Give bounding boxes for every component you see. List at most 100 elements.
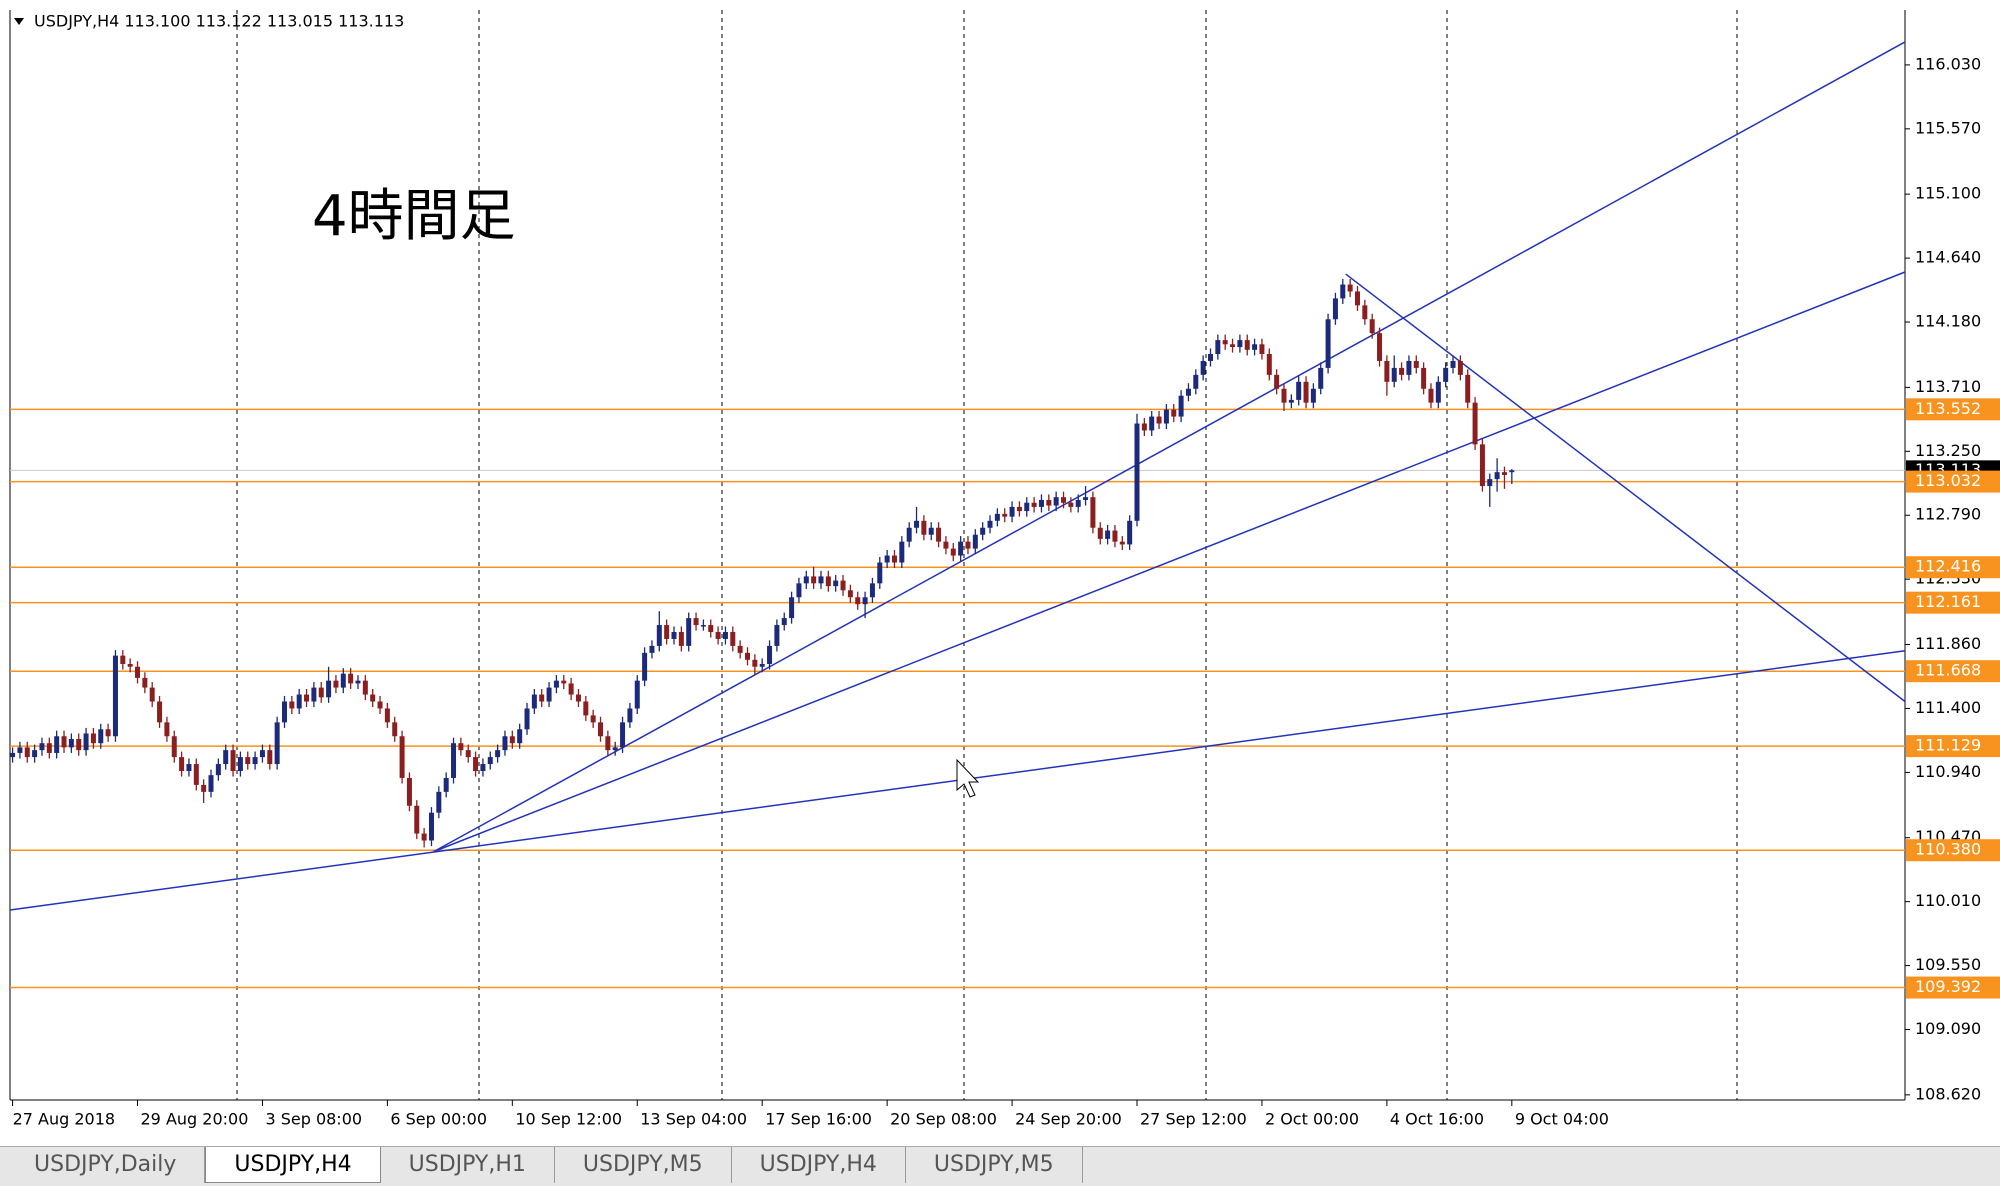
y-tick-label: 115.100 (1915, 184, 1981, 203)
candle-body (399, 736, 405, 778)
candle-body (17, 747, 23, 753)
candle-body (1465, 374, 1471, 403)
candle-body (553, 680, 559, 688)
candle-body (656, 625, 662, 646)
level-label: 113.552 (1915, 399, 1981, 418)
level-box (1906, 470, 2000, 493)
header: USDJPY,H4 113.100 113.122 113.015 113.11… (34, 12, 404, 31)
candle-body (326, 680, 332, 698)
x-tick-label: 20 Sep 08:00 (890, 1110, 997, 1129)
tab[interactable]: USDJPY,Daily (6, 1147, 206, 1183)
candle-body (333, 680, 339, 688)
candle-body (451, 743, 457, 778)
candle-body (1237, 340, 1243, 348)
candle-body (1457, 360, 1463, 375)
candle-body (149, 687, 155, 702)
candle-body (1024, 502, 1030, 512)
candle-body (179, 757, 185, 771)
level-box (1906, 976, 2000, 999)
candle-body (1406, 360, 1412, 375)
candle-body (259, 750, 265, 758)
candle-body (414, 805, 420, 834)
y-tick-label: 114.640 (1915, 248, 1981, 267)
candle-body (869, 583, 875, 598)
candle-body (296, 694, 302, 709)
candle-body (355, 680, 361, 684)
candle-body (1377, 333, 1383, 361)
tab[interactable]: USDJPY,H4 (205, 1147, 381, 1183)
y-tick-label: 111.400 (1915, 698, 1981, 717)
level-label: 112.416 (1915, 557, 1981, 576)
candle-body (473, 757, 479, 771)
candle-body (502, 736, 508, 751)
menu-arrow[interactable] (14, 18, 24, 25)
candle-body (120, 655, 126, 664)
candle-body (304, 694, 310, 702)
candle-body (539, 694, 545, 702)
candle-body (833, 580, 839, 587)
candle-body (1207, 354, 1213, 361)
candle-body (620, 722, 626, 748)
level-label: 110.380 (1915, 840, 1981, 859)
y-tick-label: 110.940 (1915, 762, 1981, 781)
candle-body (1296, 381, 1302, 400)
candle-body (1479, 444, 1485, 487)
candle-body (1318, 367, 1324, 389)
candle-body (1252, 344, 1258, 350)
candle-body (767, 645, 773, 664)
x-tick-label: 3 Sep 08:00 (265, 1110, 362, 1129)
candle-body (1222, 340, 1228, 345)
level-box (1906, 556, 2000, 579)
candle-body (215, 764, 221, 776)
level-label: 111.668 (1915, 661, 1981, 680)
candle-body (847, 590, 853, 598)
candle-body (252, 757, 258, 765)
candle-body (1090, 497, 1096, 528)
y-tick-label: 113.710 (1915, 377, 1981, 396)
candle-body (722, 632, 728, 639)
candle-body (862, 597, 868, 605)
candle-body (671, 632, 677, 639)
candle-body (311, 687, 317, 702)
candle-body (1450, 360, 1456, 368)
tab-bar: USDJPY,Daily USDJPY,H4 USDJPY,H1 USDJPY,M5 U… (0, 1146, 2000, 1186)
candle-body (436, 791, 442, 813)
candle-body (1083, 497, 1089, 500)
candle-body (531, 694, 537, 709)
candle-body (811, 576, 817, 584)
candle-body (914, 520, 920, 528)
candle-body (1421, 367, 1427, 389)
tab[interactable]: USDJPY,M5 (555, 1147, 732, 1183)
candle-body (281, 701, 287, 723)
annotation: 4時間足 (312, 184, 516, 249)
candle-body (1127, 520, 1133, 545)
candle-body (1266, 354, 1272, 375)
chart: USDJPY,H4 113.100 113.122 113.015 113.11… (9, 10, 2000, 1129)
candle-body (715, 632, 721, 639)
candle-body (186, 764, 192, 771)
candle-body (1274, 374, 1280, 389)
candle-body (928, 527, 934, 535)
x-tick-label: 9 Oct 04:00 (1515, 1110, 1609, 1129)
x-tick-label: 27 Sep 12:00 (1140, 1110, 1247, 1129)
candle-body (642, 652, 648, 681)
candle-body (921, 520, 927, 535)
candle-body (487, 757, 493, 765)
candle-body (1288, 399, 1294, 403)
candle-body (965, 541, 971, 549)
candle-body (362, 680, 368, 695)
x-tick-label: 17 Sep 16:00 (765, 1110, 872, 1129)
tab[interactable]: USDJPY,H4 (732, 1147, 906, 1183)
y-tick-label: 116.030 (1915, 54, 1981, 73)
level-box (1906, 591, 2000, 614)
candle-body (693, 618, 699, 626)
plot-area (10, 10, 1905, 1100)
candle-body (32, 750, 38, 758)
candle-body (627, 708, 633, 723)
tab[interactable]: USDJPY,H1 (381, 1147, 555, 1183)
candle-body (1347, 284, 1353, 292)
candle-body (1494, 472, 1500, 480)
candle-body (583, 701, 589, 716)
candle-body (759, 663, 765, 667)
tab[interactable]: USDJPY,M5 (906, 1147, 1083, 1183)
